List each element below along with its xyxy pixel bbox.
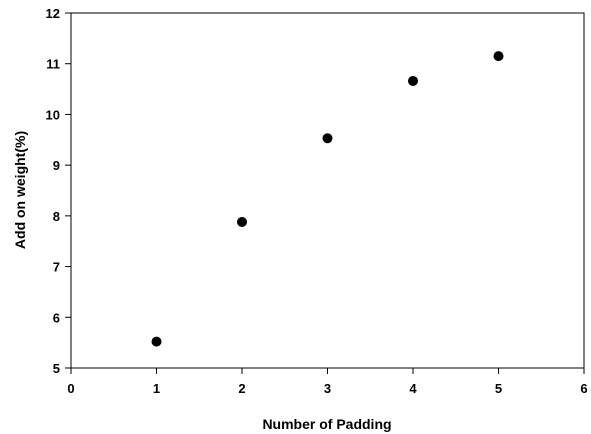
y-tick-label: 5 xyxy=(53,361,60,376)
data-point xyxy=(237,217,247,227)
x-tick-label: 2 xyxy=(238,381,245,396)
y-axis-title: Add on weight(%) xyxy=(12,131,28,249)
y-tick-label: 11 xyxy=(46,57,60,72)
x-axis-title: Number of Padding xyxy=(262,416,391,432)
y-tick-label: 12 xyxy=(46,6,60,21)
x-tick-label: 3 xyxy=(324,381,331,396)
data-points xyxy=(152,51,504,347)
data-point xyxy=(323,133,333,143)
x-axis-ticks: 0 1 2 3 4 5 6 xyxy=(67,368,587,396)
x-tick-label: 6 xyxy=(580,381,587,396)
x-tick-label: 0 xyxy=(67,381,74,396)
data-point xyxy=(494,51,504,61)
y-tick-label: 6 xyxy=(53,310,60,325)
y-tick-label: 7 xyxy=(53,260,60,275)
plot-frame xyxy=(71,13,584,368)
y-tick-label: 8 xyxy=(53,209,60,224)
y-tick-label: 10 xyxy=(46,107,60,122)
x-tick-label: 4 xyxy=(409,381,417,396)
y-tick-label: 9 xyxy=(53,158,60,173)
x-tick-label: 5 xyxy=(495,381,502,396)
data-point xyxy=(408,76,418,86)
x-tick-label: 1 xyxy=(153,381,160,396)
y-axis-ticks: 5 6 7 8 9 10 11 12 xyxy=(46,6,71,376)
data-point xyxy=(152,337,162,347)
